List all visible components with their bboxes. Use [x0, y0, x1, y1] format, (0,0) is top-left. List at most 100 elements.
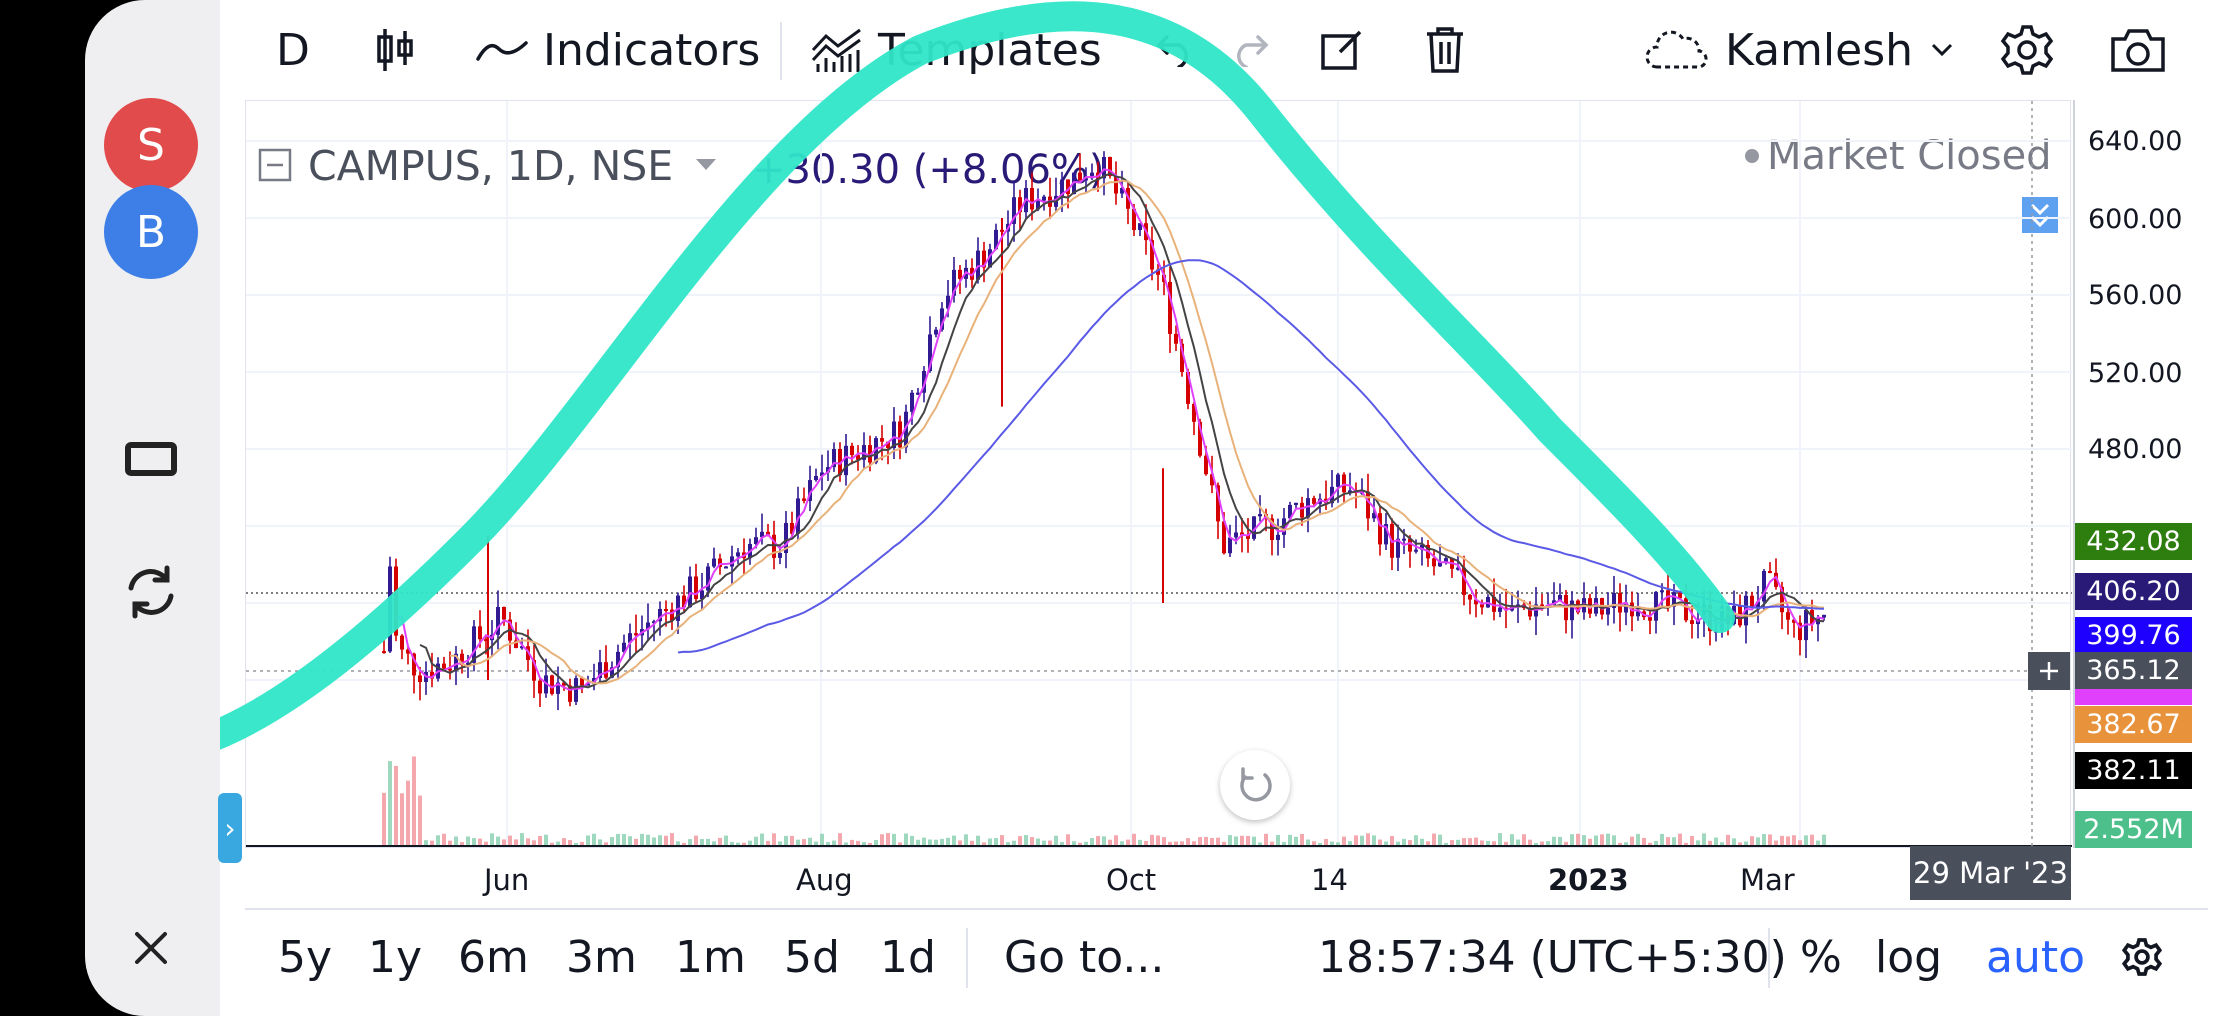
volume-bar	[1696, 840, 1700, 845]
candle-body	[1306, 498, 1310, 518]
volume-bar	[1306, 839, 1310, 845]
candle-body	[916, 392, 920, 395]
ma-line-blue	[677, 259, 1825, 654]
volume-bar	[1000, 835, 1004, 845]
volume-bar	[766, 840, 770, 845]
go-to-button[interactable]: Go to...	[1004, 931, 1165, 983]
candle-body	[1654, 591, 1658, 621]
auto-toggle[interactable]: auto	[1986, 931, 2086, 983]
candle-body	[1084, 178, 1088, 181]
avatar-b[interactable]: B	[104, 185, 198, 279]
indicators-icon	[475, 35, 529, 65]
volume-bar	[820, 833, 824, 845]
range-5d[interactable]: 5d	[784, 931, 840, 983]
volume-bar	[1378, 839, 1382, 845]
candle-body	[688, 576, 692, 608]
volume-bar	[1498, 833, 1502, 845]
volume-bar	[1588, 838, 1592, 845]
delete-button[interactable]	[1425, 0, 1465, 100]
candle-body	[754, 537, 758, 544]
volume-bar	[1702, 833, 1706, 845]
candle-body	[790, 522, 794, 534]
add-alert-button[interactable]	[2028, 652, 2070, 690]
collapse-legend-button[interactable]	[258, 148, 292, 182]
volume-bar	[964, 834, 968, 845]
range-3m[interactable]: 3m	[566, 931, 637, 983]
volume-bar	[400, 793, 404, 845]
candlestick-chart[interactable]	[220, 0, 2214, 1016]
reset-chart-button[interactable]	[1220, 750, 1290, 820]
range-1m[interactable]: 1m	[675, 931, 746, 983]
price-tick: 520.00	[2088, 358, 2183, 389]
candle-body	[700, 590, 704, 600]
account-dropdown[interactable]: Kamlesh	[1645, 0, 1953, 100]
volume-bar	[1048, 840, 1052, 845]
chart-pane-frame	[245, 100, 2071, 848]
volume-bar	[934, 839, 938, 845]
refresh-icon[interactable]	[115, 556, 187, 628]
range-1d[interactable]: 1d	[880, 931, 936, 983]
candle-body	[1312, 498, 1316, 504]
volume-bar	[1612, 835, 1616, 845]
candle-body	[1132, 208, 1136, 230]
ma-line-orange	[449, 179, 1825, 685]
indicators-button[interactable]: Indicators	[475, 0, 760, 100]
volume-bar	[1336, 842, 1340, 845]
caret-down-icon[interactable]	[696, 156, 716, 175]
window-icon[interactable]	[115, 423, 187, 495]
volume-bar	[676, 841, 680, 845]
volume-bar	[1636, 833, 1640, 845]
symbol-title[interactable]: CAMPUS, 1D, NSE	[308, 142, 674, 190]
candle-body	[1066, 179, 1070, 195]
candle-body	[820, 472, 824, 476]
chevron-down-icon	[1931, 43, 1953, 57]
edit-button[interactable]	[1320, 0, 1364, 100]
snapshot-button[interactable]	[2110, 0, 2166, 100]
expand-sidebar-tab[interactable]: ›	[218, 793, 242, 863]
volume-bar	[1156, 835, 1160, 845]
candle-body	[814, 475, 818, 481]
chart-type-button[interactable]	[375, 0, 415, 100]
volume-bar	[514, 839, 518, 845]
volume-bar	[844, 842, 848, 845]
candle-body	[556, 682, 560, 694]
candle-body	[1102, 157, 1106, 179]
volume-bar	[1444, 842, 1448, 845]
hand-drawn-arc	[220, 1, 1735, 750]
candle-body	[706, 566, 710, 591]
interval-button[interactable]: D	[276, 0, 310, 100]
volume-bar	[1546, 841, 1550, 845]
volume-bar	[1462, 838, 1466, 845]
range-5y[interactable]: 5y	[278, 931, 333, 983]
volume-bar	[1804, 835, 1808, 845]
candle-body	[670, 609, 674, 621]
log-toggle[interactable]: log	[1875, 931, 1943, 983]
avatar-s[interactable]: S	[104, 98, 198, 192]
volume-bar	[1810, 834, 1814, 845]
candle-body	[724, 566, 728, 569]
volume-bar	[712, 841, 716, 845]
volume-bar	[1210, 837, 1214, 845]
volume-bar	[1180, 841, 1184, 845]
scroll-to-realtime-button[interactable]	[2022, 197, 2058, 233]
range-6m[interactable]: 6m	[458, 931, 529, 983]
volume-bar	[1168, 841, 1172, 845]
volume-bar	[1762, 834, 1766, 845]
settings-button[interactable]	[2000, 0, 2054, 100]
redo-button[interactable]	[1230, 0, 1270, 100]
volume-bar	[802, 839, 806, 845]
candle-body	[682, 595, 686, 608]
volume-bar	[1258, 842, 1262, 845]
range-1y[interactable]: 1y	[368, 931, 423, 983]
volume-bar	[460, 842, 464, 845]
price-label-406: 406.20	[2075, 573, 2192, 610]
chart-settings-button[interactable]	[2122, 902, 2162, 1012]
clock[interactable]: 18:57:34 (UTC+5:30)	[1318, 931, 1787, 983]
candle-body	[622, 642, 626, 652]
percent-toggle[interactable]: %	[1800, 931, 1842, 983]
candle-body	[772, 534, 776, 558]
candle-body	[1408, 538, 1412, 552]
candle-body	[664, 608, 668, 611]
volume-bar	[1120, 841, 1124, 845]
close-icon[interactable]	[115, 912, 187, 984]
